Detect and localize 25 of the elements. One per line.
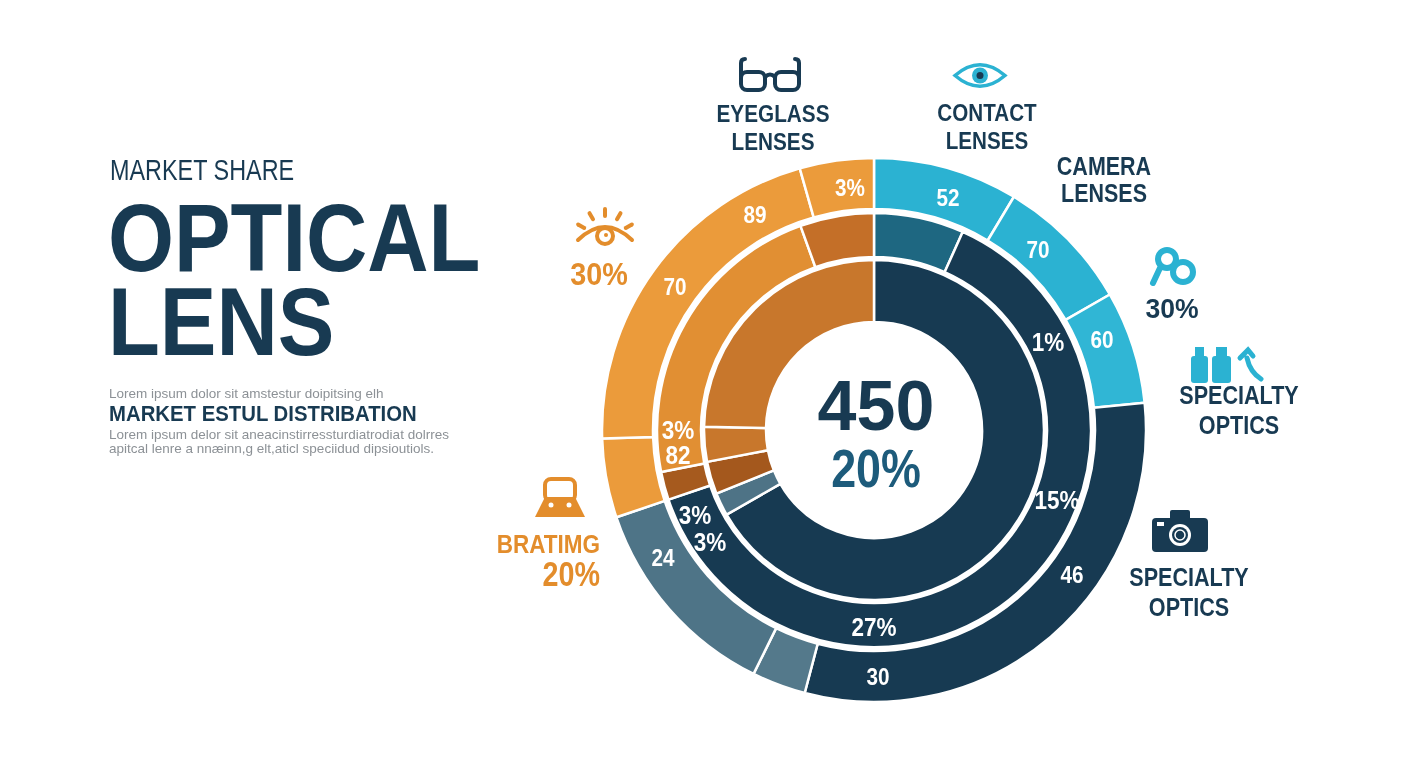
- text: 30: [866, 664, 890, 691]
- text: Lorem ipsum delor sit aneacinstirressturdiatrodiat dolrres: [109, 426, 450, 442]
- text: 30%: [570, 255, 628, 291]
- text: Lorem ipsum dolor sit amstestur doipitsing elh: [109, 385, 384, 401]
- text: 70: [663, 274, 687, 301]
- text: 15%: [1034, 485, 1080, 515]
- text: 70: [1026, 237, 1050, 264]
- text: 52: [936, 185, 960, 212]
- text: 1%: [1031, 327, 1065, 357]
- text: 3%: [693, 527, 727, 557]
- text: SPECIALTY OPTICS: [1129, 562, 1249, 622]
- text: 46: [1060, 562, 1084, 589]
- text: 3%: [678, 500, 712, 530]
- text: EYEGLASS LENSES: [716, 100, 830, 155]
- text: apitcal lenre a nnæinn,g elt,aticl speciidud dipsioutiols.: [109, 440, 434, 456]
- text: 3%: [835, 175, 865, 202]
- text: SPECIALTY OPTICS: [1179, 380, 1299, 440]
- text: CONTACT LENSES: [937, 99, 1037, 154]
- text: 30%: [1145, 292, 1199, 325]
- text: 89: [743, 202, 767, 229]
- text: MARKET ESTUL DISTRIBATION: [109, 400, 417, 427]
- text: CAMERA LENSES: [1056, 152, 1152, 208]
- text: 60: [1090, 327, 1114, 354]
- text: 24: [651, 545, 676, 572]
- text: 27%: [851, 612, 897, 642]
